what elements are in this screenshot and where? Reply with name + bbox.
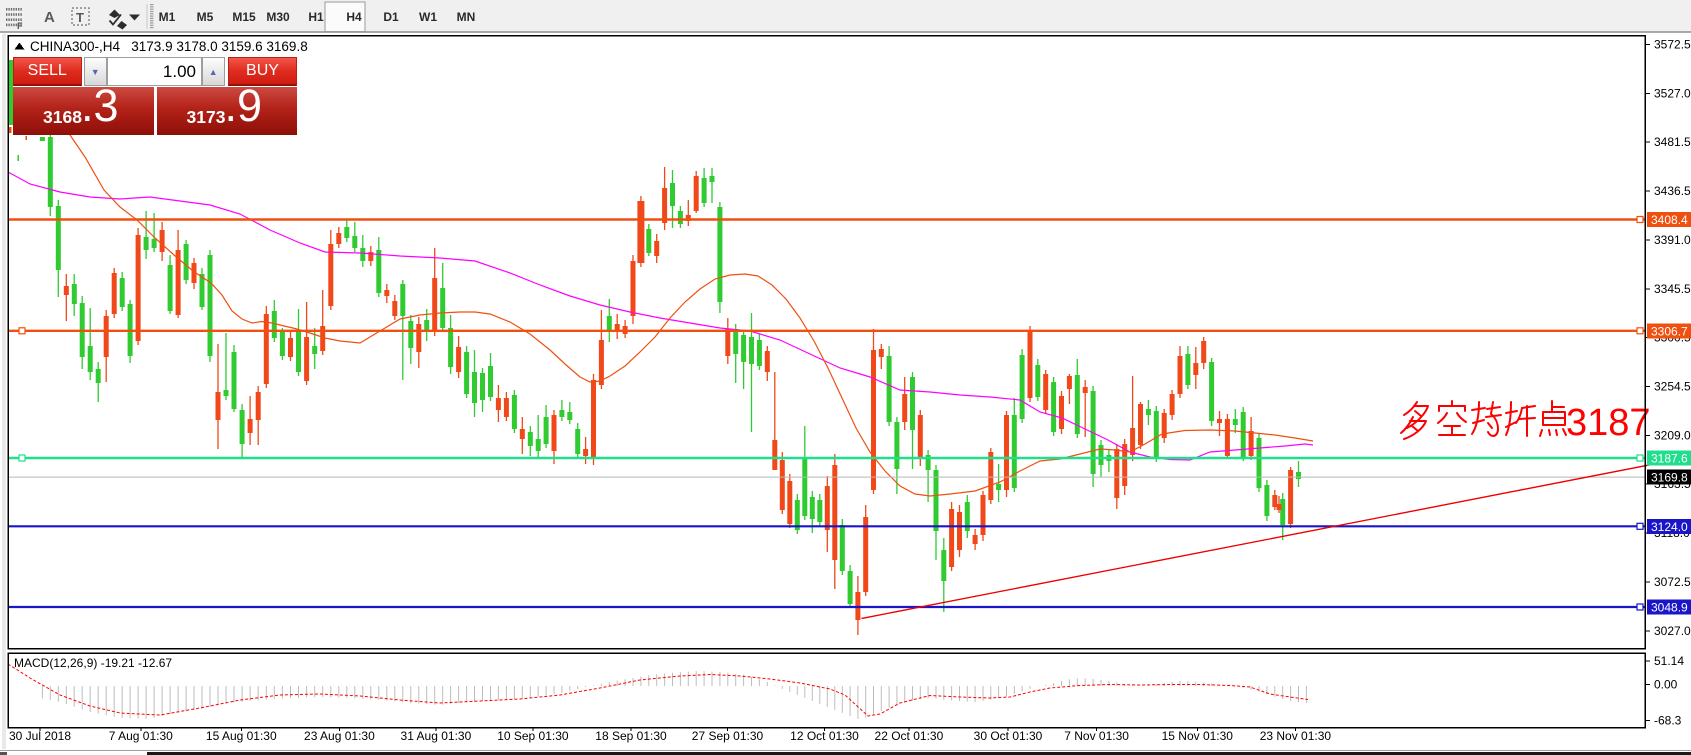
svg-text:7 Aug 01:30: 7 Aug 01:30 [109, 729, 173, 743]
svg-text:3527.0: 3527.0 [1654, 86, 1691, 100]
svg-text:22 Oct 01:30: 22 Oct 01:30 [875, 729, 944, 743]
svg-text:3187.6: 3187.6 [1651, 452, 1688, 466]
svg-text:D1: D1 [383, 10, 399, 24]
svg-text:18 Sep 01:30: 18 Sep 01:30 [595, 729, 667, 743]
svg-text:T: T [76, 10, 84, 25]
svg-text:30 Oct 01:30: 30 Oct 01:30 [974, 729, 1043, 743]
svg-text:30 Jul 2018: 30 Jul 2018 [9, 729, 71, 743]
svg-text:3345.5: 3345.5 [1654, 282, 1691, 296]
svg-text:M1: M1 [159, 10, 176, 24]
svg-text:51.14: 51.14 [1654, 654, 1684, 668]
svg-text:3072.5: 3072.5 [1654, 575, 1691, 589]
svg-text:7 Nov 01:30: 7 Nov 01:30 [1064, 729, 1129, 743]
svg-text:3124.0: 3124.0 [1651, 520, 1688, 534]
svg-text:H4: H4 [346, 10, 362, 24]
svg-text:3481.5: 3481.5 [1654, 135, 1691, 149]
svg-text:3027.0: 3027.0 [1654, 624, 1691, 638]
svg-text:3391.0: 3391.0 [1654, 233, 1691, 247]
svg-text:F: F [17, 21, 23, 31]
svg-text:M15: M15 [232, 10, 256, 24]
svg-text:3254.5: 3254.5 [1654, 380, 1691, 394]
svg-text:W1: W1 [419, 10, 437, 24]
svg-text:23 Aug 01:30: 23 Aug 01:30 [304, 729, 375, 743]
svg-text:31 Aug 01:30: 31 Aug 01:30 [401, 729, 472, 743]
svg-text:-68.3: -68.3 [1654, 713, 1682, 727]
svg-text:12 Oct 01:30: 12 Oct 01:30 [790, 729, 859, 743]
svg-text:3169.8: 3169.8 [1651, 471, 1688, 485]
svg-text:3048.9: 3048.9 [1651, 601, 1688, 615]
svg-text:CHINA300-,H4 3173.9 3178.0 3: CHINA300-,H4 3173.9 3178.0 3159.6 3169.8 [30, 39, 308, 54]
svg-text:27 Sep 01:30: 27 Sep 01:30 [692, 729, 764, 743]
svg-text:3209.0: 3209.0 [1654, 428, 1691, 442]
svg-text:3306.7: 3306.7 [1651, 324, 1688, 338]
svg-text:15 Nov 01:30: 15 Nov 01:30 [1162, 729, 1234, 743]
svg-text:3436.5: 3436.5 [1654, 184, 1691, 198]
svg-text:15 Aug 01:30: 15 Aug 01:30 [206, 729, 277, 743]
svg-text:3187: 3187 [1566, 402, 1651, 444]
svg-text:23 Nov 01:30: 23 Nov 01:30 [1260, 729, 1332, 743]
svg-text:0.00: 0.00 [1654, 678, 1678, 692]
svg-text:10 Sep 01:30: 10 Sep 01:30 [497, 729, 569, 743]
svg-text:MACD(12,26,9) -19.21 -12.67: MACD(12,26,9) -19.21 -12.67 [14, 656, 172, 670]
svg-text:3408.4: 3408.4 [1651, 213, 1688, 227]
svg-text:M5: M5 [197, 10, 214, 24]
svg-text:A: A [44, 9, 55, 26]
svg-text:3572.5: 3572.5 [1654, 37, 1691, 51]
svg-text:H1: H1 [308, 10, 324, 24]
svg-text:M30: M30 [266, 10, 290, 24]
svg-text:MN: MN [457, 10, 476, 24]
